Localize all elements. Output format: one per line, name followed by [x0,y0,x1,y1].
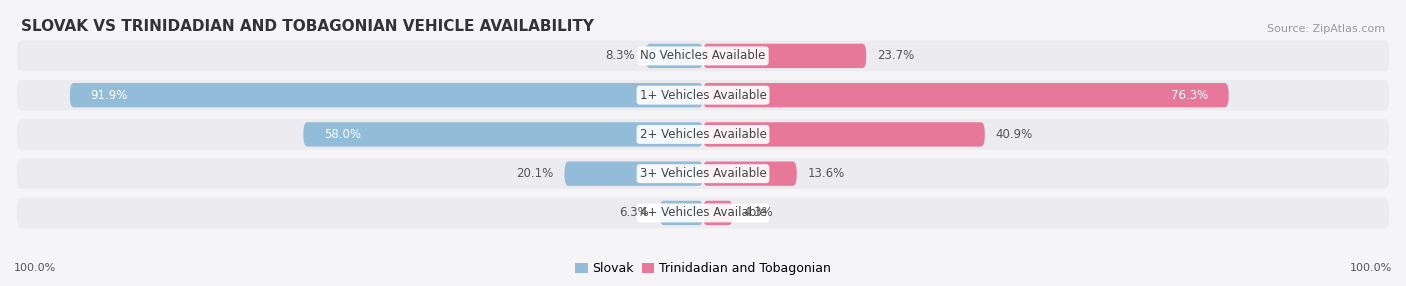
Text: 8.3%: 8.3% [605,49,634,62]
Text: 58.0%: 58.0% [325,128,361,141]
Text: 3+ Vehicles Available: 3+ Vehicles Available [640,167,766,180]
FancyBboxPatch shape [703,44,866,68]
Text: 76.3%: 76.3% [1171,89,1208,102]
Text: 100.0%: 100.0% [14,263,56,273]
FancyBboxPatch shape [304,122,703,147]
Text: 13.6%: 13.6% [807,167,845,180]
FancyBboxPatch shape [703,162,797,186]
Text: 6.3%: 6.3% [619,206,648,219]
Text: Source: ZipAtlas.com: Source: ZipAtlas.com [1267,24,1385,34]
FancyBboxPatch shape [659,201,703,225]
Text: No Vehicles Available: No Vehicles Available [640,49,766,62]
Text: 20.1%: 20.1% [516,167,554,180]
FancyBboxPatch shape [17,158,1389,189]
FancyBboxPatch shape [703,122,984,147]
Text: 4+ Vehicles Available: 4+ Vehicles Available [640,206,766,219]
FancyBboxPatch shape [17,80,1389,110]
Text: 100.0%: 100.0% [1350,263,1392,273]
Text: 1+ Vehicles Available: 1+ Vehicles Available [640,89,766,102]
Text: 23.7%: 23.7% [877,49,914,62]
Text: 4.3%: 4.3% [744,206,773,219]
Text: 91.9%: 91.9% [90,89,128,102]
Text: SLOVAK VS TRINIDADIAN AND TOBAGONIAN VEHICLE AVAILABILITY: SLOVAK VS TRINIDADIAN AND TOBAGONIAN VEH… [21,19,593,34]
FancyBboxPatch shape [703,201,733,225]
Legend: Slovak, Trinidadian and Tobagonian: Slovak, Trinidadian and Tobagonian [569,257,837,280]
Text: 40.9%: 40.9% [995,128,1033,141]
Text: 2+ Vehicles Available: 2+ Vehicles Available [640,128,766,141]
FancyBboxPatch shape [17,198,1389,228]
FancyBboxPatch shape [17,41,1389,71]
FancyBboxPatch shape [703,83,1229,107]
FancyBboxPatch shape [645,44,703,68]
FancyBboxPatch shape [565,162,703,186]
FancyBboxPatch shape [17,119,1389,150]
FancyBboxPatch shape [70,83,703,107]
